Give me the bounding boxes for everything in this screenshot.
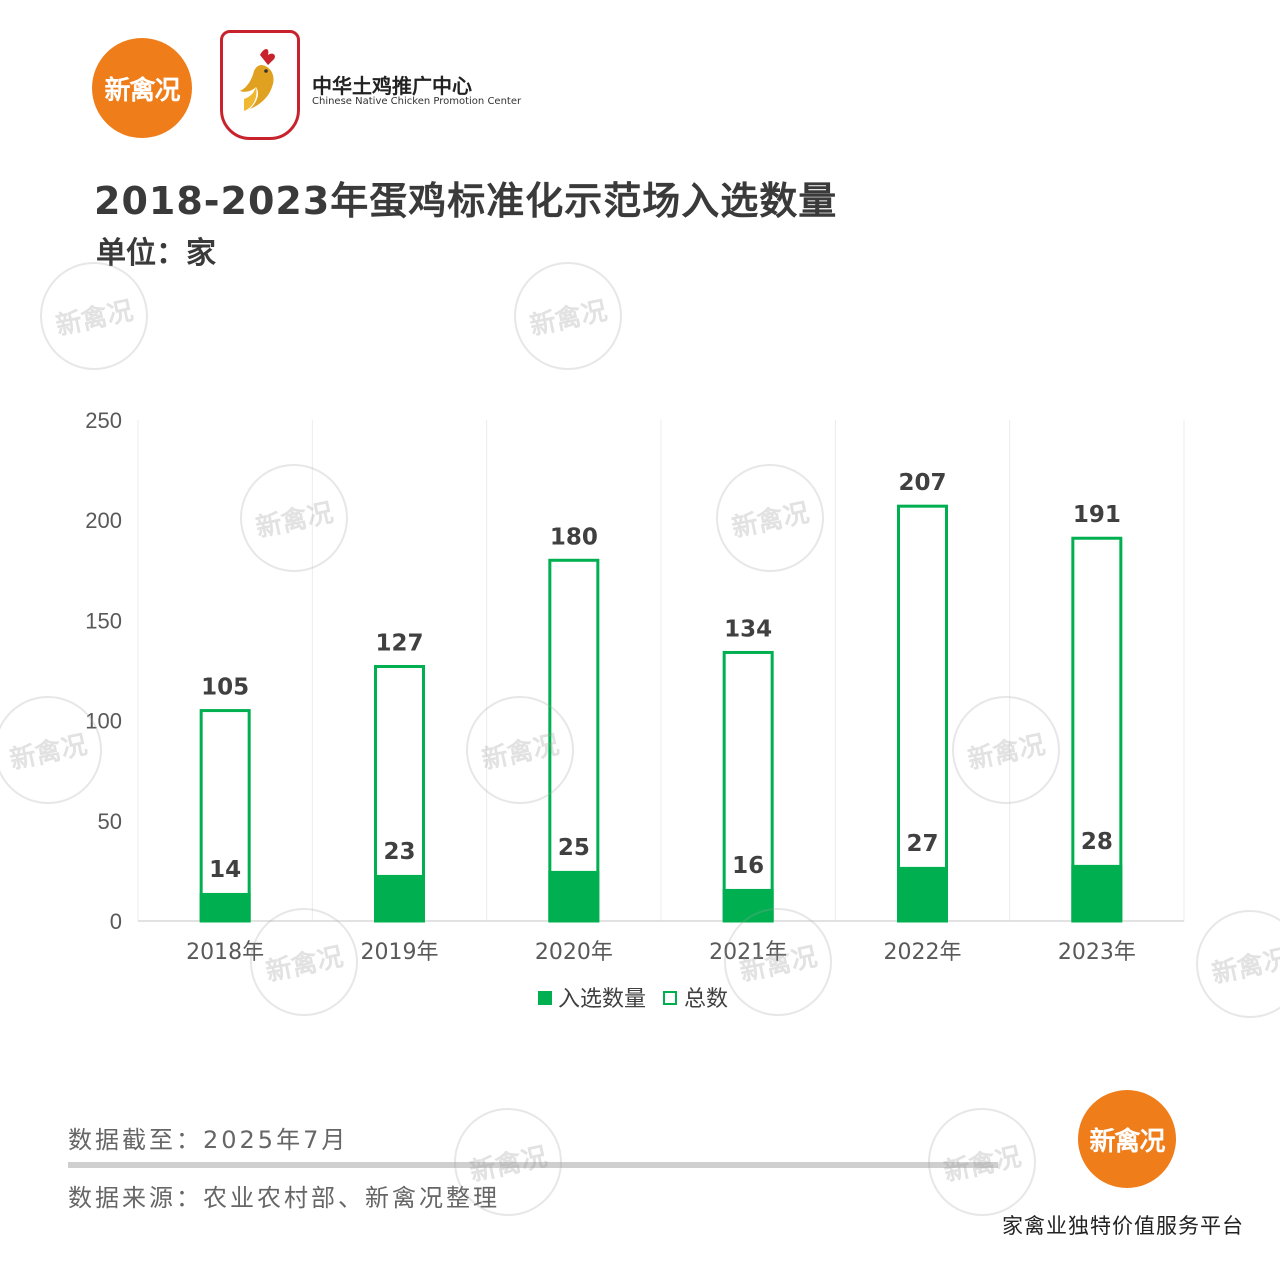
- data-label-selected: 23: [383, 839, 415, 865]
- brand-logo-text: 新禽况: [104, 75, 180, 106]
- bar-selected: [199, 892, 251, 921]
- org-name: 中华土鸡推广中心: [312, 74, 472, 98]
- y-tick-label: 0: [110, 909, 122, 934]
- data-label-total: 127: [375, 630, 423, 656]
- data-cutoff: 数据截至：2025年7月: [68, 1126, 349, 1154]
- data-label-selected: 14: [209, 857, 241, 883]
- x-tick-label: 2018年: [186, 940, 264, 965]
- legend-label-selected: 入选数量: [558, 987, 646, 1012]
- chart-title: 2018-2023年蛋鸡标准化示范场入选数量: [94, 179, 838, 223]
- x-tick-label: 2020年: [535, 940, 613, 965]
- platform-slogan: 家禽业独特价值服务平台: [1002, 1214, 1244, 1238]
- footer-divider: [68, 1162, 998, 1168]
- bar-total: [199, 709, 251, 923]
- data-label-selected: 16: [732, 853, 764, 879]
- x-tick-label: 2022年: [884, 940, 962, 965]
- y-tick-label: 250: [85, 408, 122, 433]
- bar-selected: [374, 874, 425, 921]
- legend-swatch-total: [663, 991, 677, 1005]
- y-tick-label: 50: [98, 809, 122, 834]
- data-label-total: 191: [1073, 502, 1121, 528]
- bar-chart: 0 50 100 150 200 250 105 14 2018年 127 23 2019年 180 25…: [85, 408, 1185, 1012]
- data-label-selected: 28: [1081, 829, 1113, 855]
- rooster-emblem-icon: [220, 30, 300, 140]
- unit-label: 单位：家: [96, 236, 216, 271]
- data-label-total: 180: [550, 524, 598, 550]
- footer-logo-text: 新禽况: [1089, 1126, 1165, 1157]
- bar-selected: [548, 870, 600, 921]
- footer-logo: 新禽况: [1078, 1090, 1176, 1188]
- data-label-total: 105: [201, 675, 249, 701]
- y-tick-label: 150: [85, 608, 122, 633]
- bar-total: [722, 650, 774, 923]
- data-label-selected: 25: [558, 835, 590, 861]
- data-label-selected: 27: [906, 831, 938, 857]
- data-label-total: 134: [724, 616, 772, 642]
- legend-label-total: 总数: [684, 987, 728, 1012]
- y-tick-label: 100: [85, 709, 122, 734]
- bar-total: [1071, 536, 1123, 923]
- brand-logo: 新禽况: [92, 38, 192, 138]
- bar-total: [548, 558, 600, 923]
- data-source: 数据来源：农业农村部、新禽况整理: [68, 1184, 500, 1212]
- watermark: 新禽况: [503, 251, 633, 381]
- bar-total: [897, 504, 948, 923]
- x-tick-label: 2023年: [1058, 940, 1136, 965]
- bar-selected: [722, 888, 774, 921]
- bar-selected: [897, 866, 948, 921]
- x-tick-label: 2021年: [709, 940, 787, 965]
- legend-swatch-selected: [538, 991, 552, 1005]
- org-subtitle: Chinese Native Chicken Promotion Center: [312, 96, 522, 107]
- x-tick-label: 2019年: [361, 940, 439, 965]
- y-tick-label: 200: [85, 508, 122, 533]
- data-label-total: 207: [898, 470, 946, 496]
- bar-selected: [1071, 864, 1123, 921]
